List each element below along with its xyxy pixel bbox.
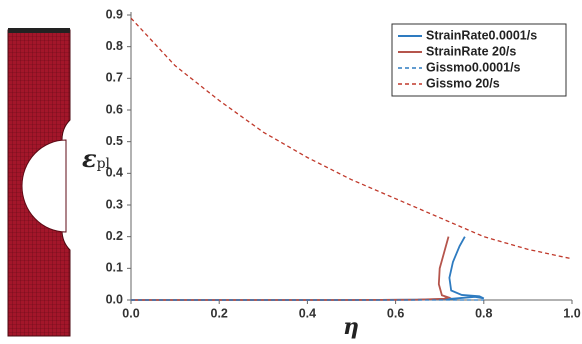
x-tick-label: 0.4 <box>299 306 316 320</box>
x-tick-label: 0.0 <box>122 306 139 320</box>
y-tick-label: 0.4 <box>106 166 123 180</box>
y-tick-label: 0.6 <box>106 102 123 116</box>
y-tick-label: 0.2 <box>106 229 123 243</box>
page: η εpl 0.00.10.20.30.40.50.60.70.80.90.00… <box>0 0 582 344</box>
x-tick-label: 0.8 <box>475 306 492 320</box>
y-tick-label: 0.1 <box>106 261 123 275</box>
x-tick-label: 1.0 <box>563 306 580 320</box>
series-line <box>131 237 449 300</box>
legend-label: Gissmo 20/s <box>426 76 500 90</box>
legend-label: StrainRate 20/s <box>426 44 516 58</box>
x-tick-label: 0.2 <box>211 306 228 320</box>
y-tick-label: 0.0 <box>106 292 123 306</box>
legend-label: StrainRate0.0001/s <box>426 28 537 42</box>
y-axis-symbol: ε <box>82 144 97 173</box>
specimen <box>8 28 70 336</box>
legend-label: Gissmo0.0001/s <box>426 60 521 74</box>
y-tick-label: 0.3 <box>106 197 123 211</box>
y-tick-label: 0.5 <box>106 134 123 148</box>
y-tick-label: 0.8 <box>106 39 123 53</box>
y-tick-label: 0.9 <box>106 7 123 21</box>
series-line <box>131 237 484 300</box>
y-tick-label: 0.7 <box>106 71 123 85</box>
x-tick-label: 0.6 <box>387 306 404 320</box>
x-axis-label: η <box>343 314 359 340</box>
